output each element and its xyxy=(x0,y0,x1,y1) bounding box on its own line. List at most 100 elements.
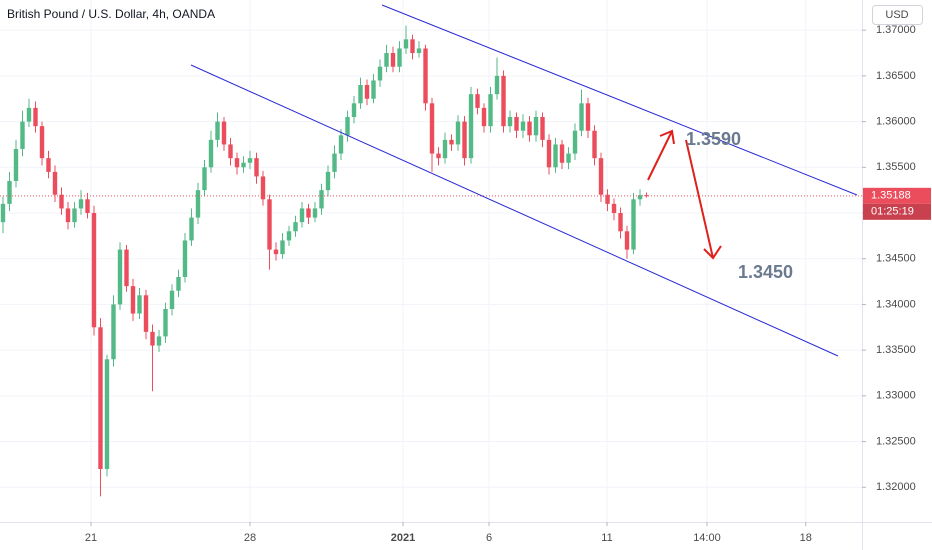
candle-body xyxy=(449,139,454,145)
candle-body xyxy=(267,199,272,250)
candle-body xyxy=(299,208,305,223)
y-tick-label: 1.32000 xyxy=(876,481,916,493)
candle-body xyxy=(403,39,409,49)
candle-body xyxy=(436,153,441,159)
candle-body xyxy=(59,194,64,209)
candle-body xyxy=(514,117,519,131)
x-tick-label: 21 xyxy=(85,532,97,544)
last-price-box xyxy=(863,187,931,204)
candle-body xyxy=(592,130,597,159)
candle-body xyxy=(338,135,344,154)
channel-lower xyxy=(190,64,839,357)
y-tick-label: 1.33000 xyxy=(876,390,916,402)
y-tick-label: 1.33500 xyxy=(876,344,916,356)
x-tick-label: 6 xyxy=(486,532,492,544)
candle-body xyxy=(397,48,402,67)
candle-body xyxy=(429,103,435,154)
candles xyxy=(0,25,862,497)
candle-body xyxy=(169,290,175,309)
candle-body xyxy=(475,94,480,108)
candle-body xyxy=(442,139,448,159)
candle-body xyxy=(410,39,415,54)
axes: 1.32000 1.32500 1.33000 1.33500 1.34000 1.345… xyxy=(85,24,931,544)
candle-body xyxy=(345,117,350,136)
candle-body xyxy=(325,171,331,191)
candle-body xyxy=(202,167,207,191)
candle-body xyxy=(228,144,233,159)
candle-body xyxy=(137,295,142,314)
candle-body xyxy=(605,194,610,204)
y-tick-label: 1.36000 xyxy=(876,115,916,127)
countdown-label: 01:25:19 xyxy=(871,206,914,218)
arrow-down-head xyxy=(703,245,722,260)
candle-body xyxy=(286,231,292,241)
candle-body xyxy=(0,203,6,223)
candle-body xyxy=(546,139,552,168)
candle-body xyxy=(520,121,526,131)
candle-body xyxy=(111,304,116,360)
candle-body xyxy=(306,208,311,218)
candle-body xyxy=(364,85,370,99)
candle-body xyxy=(124,249,129,287)
candle-body xyxy=(455,121,461,145)
candle-body xyxy=(312,208,318,218)
candle-body xyxy=(143,295,149,332)
candle-body xyxy=(52,171,58,195)
candle-body xyxy=(247,158,253,163)
currency-button[interactable] xyxy=(872,5,923,25)
candle-body xyxy=(39,126,45,159)
candle-body xyxy=(319,190,324,209)
arrow-up xyxy=(647,130,673,181)
candle-body xyxy=(13,149,19,182)
candle-body xyxy=(332,153,337,172)
candle-body xyxy=(501,75,506,127)
candle-body xyxy=(78,199,84,209)
candle-body xyxy=(91,213,97,328)
candle-body xyxy=(533,117,539,136)
candle-body xyxy=(189,217,194,241)
candle-body xyxy=(176,276,181,291)
candle-body xyxy=(280,240,285,255)
candle-body xyxy=(26,107,32,122)
candle-body xyxy=(572,130,578,154)
candle-body xyxy=(117,249,123,305)
candle-body xyxy=(156,336,162,346)
candle-body xyxy=(644,195,649,197)
y-tick-label: 1.34500 xyxy=(876,253,916,265)
candle-body xyxy=(33,107,38,127)
candle-body xyxy=(579,103,584,131)
candle-body xyxy=(130,286,136,314)
candle-body xyxy=(371,80,376,99)
candle-body xyxy=(234,158,240,168)
candle-body xyxy=(637,195,643,200)
y-tick-label: 1.34000 xyxy=(876,298,916,310)
candle-body xyxy=(624,231,630,250)
candle-body xyxy=(585,103,591,131)
currency-label[interactable]: USD xyxy=(885,9,908,21)
candle-body xyxy=(85,199,90,214)
candle-body xyxy=(351,103,357,118)
grid xyxy=(0,0,862,522)
candle-body xyxy=(104,359,110,469)
candle-body xyxy=(553,144,558,168)
candle-body xyxy=(195,190,201,218)
last-price-label: 1.35188 xyxy=(871,190,911,202)
candle-body xyxy=(377,66,383,81)
candle-body xyxy=(481,107,487,127)
y-tick-label: 1.35500 xyxy=(876,161,916,173)
candle-body xyxy=(618,213,623,232)
candle-body xyxy=(293,222,298,232)
candle-body xyxy=(540,117,545,140)
candle-body xyxy=(182,240,188,277)
candle-body xyxy=(7,181,12,204)
candle-body xyxy=(390,53,396,67)
candle-body xyxy=(72,208,77,223)
annotation: 1.3450 xyxy=(738,262,793,282)
candle-body xyxy=(598,158,604,195)
chart-title: British Pound / U.S. Dollar, 4h, OANDA xyxy=(7,7,215,21)
candle-body xyxy=(611,203,617,214)
candle-body xyxy=(507,117,513,127)
x-tick-label: 14:00 xyxy=(693,532,721,544)
candle-body xyxy=(462,121,467,159)
candle-body xyxy=(488,94,493,127)
